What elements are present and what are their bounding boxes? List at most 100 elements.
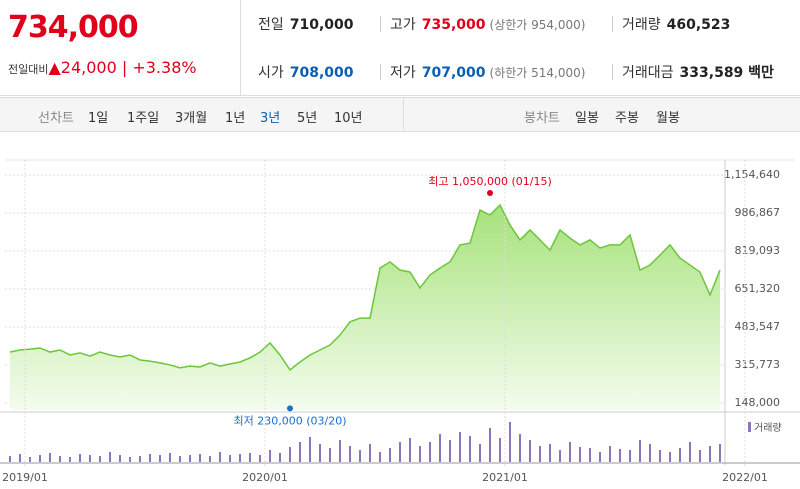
change-rate: +3.38%	[132, 58, 197, 77]
field: 시가 708,000	[258, 62, 354, 82]
volume-legend: 거래량	[754, 422, 782, 434]
price: 734,000	[8, 10, 139, 45]
volume-bar	[529, 440, 531, 462]
volume-bar	[719, 444, 721, 462]
tab[interactable]: 10년	[334, 111, 363, 126]
tab[interactable]: 주봉	[615, 111, 639, 126]
volume-bar	[79, 454, 81, 462]
y-tick-label: 1,154,640	[724, 168, 780, 181]
field-value: 708,000	[289, 65, 354, 81]
y-tick-label: 651,320	[735, 282, 781, 295]
volume-bar	[259, 455, 261, 462]
price-box: 734,000 전일대비▲24,000 | +3.38%	[0, 0, 241, 95]
volume-bar	[579, 447, 581, 462]
volume-bar	[189, 455, 191, 462]
volume-bar	[489, 428, 491, 462]
field-label: 전일	[258, 17, 284, 33]
volume-bar	[89, 455, 91, 462]
volume-bar	[619, 449, 621, 462]
tab[interactable]: 1년	[225, 111, 246, 126]
volume-bar	[609, 446, 611, 462]
chart: 148,000 315,773 483,547 651,320 819,093 986,8…	[0, 159, 800, 484]
volume-bar	[229, 455, 231, 462]
volume-bar	[249, 453, 251, 462]
volume-legend-swatch	[748, 422, 751, 432]
tab[interactable]: 1일	[88, 111, 109, 126]
y-tick-label: 483,547	[735, 320, 781, 333]
annotation-marker	[487, 190, 493, 196]
x-tick-label: 2020/01	[242, 471, 288, 484]
volume-bar	[519, 434, 521, 462]
field-note: (상한가 954,000)	[489, 18, 586, 32]
volume-bar	[69, 457, 71, 462]
volume-bar	[19, 454, 21, 462]
annotation-label: 최고 1,050,000 (01/15)	[428, 175, 552, 188]
field-value: 333,589 백만	[679, 65, 774, 81]
field: 거래대금 333,589 백만	[622, 62, 774, 82]
volume-bar	[209, 456, 211, 462]
field-label: 거래량	[622, 17, 661, 33]
tab[interactable]: 월봉	[656, 111, 680, 126]
volume-bar	[699, 450, 701, 462]
change-value: 24,000	[60, 58, 117, 77]
field: 거래량 460,523	[622, 14, 730, 34]
field-value: 735,000	[421, 17, 486, 33]
volume-bar	[199, 454, 201, 462]
volume-bar	[299, 442, 301, 462]
y-tick-label: 315,773	[735, 358, 781, 371]
separator	[612, 64, 613, 80]
separator	[380, 16, 381, 32]
tab[interactable]: 3년	[260, 111, 281, 126]
volume-bar	[409, 438, 411, 462]
volume-bar	[279, 453, 281, 462]
up-icon: ▲	[48, 58, 61, 77]
field-label: 저가	[390, 65, 416, 81]
volume-bar	[589, 448, 591, 462]
tab-group-label: 선차트	[38, 111, 74, 126]
tab[interactable]: 1주일	[127, 111, 160, 126]
volume-bar	[369, 444, 371, 462]
volume-bar	[359, 450, 361, 462]
tab[interactable]: 일봉	[575, 111, 599, 126]
volume-bar	[659, 450, 661, 462]
volume-bar	[129, 457, 131, 462]
volume-bar	[319, 444, 321, 462]
y-tick-label: 986,867	[735, 206, 781, 219]
quote-header: 734,000 전일대비▲24,000 | +3.38% 전일 710,000 고가…	[0, 0, 800, 96]
volume-bar	[459, 432, 461, 462]
tab-bar: 선차트 1일 1주일 3개월 1년 3년 5년 10년 봉차트 일봉 주봉 월봉	[0, 97, 800, 132]
price-area	[10, 205, 720, 410]
volume-bar	[629, 450, 631, 462]
separator	[612, 16, 613, 32]
volume-bar	[239, 454, 241, 462]
volume-bar	[709, 446, 711, 462]
volume-bar	[389, 448, 391, 462]
tab[interactable]: 3개월	[175, 111, 208, 126]
volume-bar	[479, 444, 481, 462]
volume-bar	[539, 446, 541, 462]
volume-bar	[179, 456, 181, 462]
volume-bar	[219, 452, 221, 462]
x-tick-label: 2021/01	[482, 471, 528, 484]
field: 전일 710,000	[258, 14, 354, 34]
y-tick-label: 148,000	[735, 396, 781, 409]
volume-bar	[59, 456, 61, 462]
field-note: (하한가 514,000)	[489, 66, 586, 80]
volume-bar	[269, 450, 271, 462]
volume-bar	[649, 444, 651, 462]
tab-group-label: 봉차트	[524, 111, 560, 126]
price-line	[9, 203, 721, 372]
volume-bar	[309, 437, 311, 462]
volume-bar	[499, 438, 501, 462]
field-value: 707,000	[421, 65, 486, 81]
field-label: 거래대금	[622, 65, 674, 81]
volume-bar	[99, 456, 101, 462]
volume-bar	[379, 452, 381, 462]
volume-bar	[509, 422, 511, 462]
volume-bar	[399, 442, 401, 462]
y-tick-label: 819,093	[735, 244, 781, 257]
tab[interactable]: 5년	[297, 111, 318, 126]
volume-bar	[49, 453, 51, 462]
volume-bar	[339, 440, 341, 462]
